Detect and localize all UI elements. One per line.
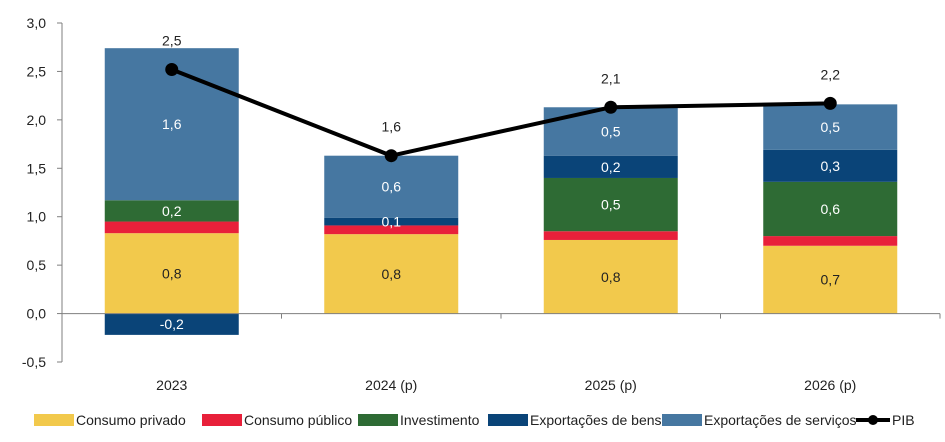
axes-layer: 3,0 2,5 2,0 1,5 1,0 0,5 0,0 -0,5 2023 2024 (p) 202… xyxy=(22,15,941,393)
bar-segment-1-4 xyxy=(763,245,898,314)
bar-segment-4-4 xyxy=(763,149,898,182)
bar-data-label: 1,6 xyxy=(162,116,182,132)
legend-swatch-2 xyxy=(202,414,242,426)
legend: Consumo privado Consumo público Investimen… xyxy=(34,412,915,428)
legend-marker-pib xyxy=(868,415,878,425)
bar-segment-4-2 xyxy=(324,217,459,226)
x-category-label: 2023 xyxy=(156,377,187,393)
y-tick-label: 0,5 xyxy=(27,257,47,273)
y-tick-label: 2,0 xyxy=(27,112,47,128)
bar-data-label: -0,2 xyxy=(160,316,184,332)
legend-label-3: Investimento xyxy=(400,412,480,428)
bar-segment-2-3 xyxy=(543,231,678,240)
bar-segment-3-3 xyxy=(543,177,678,232)
bar-data-label: 0,6 xyxy=(821,201,841,217)
bars-layer xyxy=(104,48,898,335)
legend-swatch-4 xyxy=(488,414,528,426)
bar-segment-1-2 xyxy=(324,234,459,314)
bar-data-label: 0,5 xyxy=(601,197,621,213)
y-tick-label: 3,0 xyxy=(27,15,47,31)
x-category-label: 2025 (p) xyxy=(585,377,637,393)
y-tick-label: 2,5 xyxy=(27,63,47,79)
pib-data-label: 2,5 xyxy=(162,32,182,48)
legend-label-1: Consumo privado xyxy=(76,412,186,428)
legend-label-5: Exportações de serviços xyxy=(704,412,857,428)
bar-segment-2-2 xyxy=(324,225,459,235)
bar-data-label: 0,7 xyxy=(821,272,841,288)
legend-label-4: Exportações de bens xyxy=(530,412,662,428)
bar-data-label: 0,5 xyxy=(821,119,841,135)
pib-point xyxy=(604,100,618,114)
labels-layer: 0,8 0,2 -0,2 1,6 0,8 0,1 0,6 0,8 0,5 0,2 0,5 0,7 0,6… xyxy=(160,32,841,332)
bar-data-label: 0,3 xyxy=(821,158,841,174)
pib-point xyxy=(823,96,837,110)
bar-segment-5-4 xyxy=(763,104,898,150)
bar-segment-2-4 xyxy=(763,236,898,246)
bar-segment-5-2 xyxy=(324,155,459,218)
bar-data-label: 0,6 xyxy=(382,179,402,195)
x-category-label: 2026 (p) xyxy=(804,377,856,393)
y-tick-label: 0,0 xyxy=(27,306,47,322)
bar-segment-3-4 xyxy=(763,181,898,237)
bar-data-label: 0,2 xyxy=(601,159,621,175)
pib-line-layer xyxy=(165,62,837,163)
y-tick-label: -0,5 xyxy=(22,354,46,370)
bar-segment-1-3 xyxy=(543,239,678,314)
pib-line xyxy=(171,67,831,158)
bar-segment-4-3 xyxy=(543,155,678,178)
legend-swatch-1 xyxy=(34,414,74,426)
bar-data-label: 0,1 xyxy=(382,214,402,230)
bar-data-label: 0,8 xyxy=(601,269,621,285)
bar-data-label: 0,5 xyxy=(601,123,621,139)
bar-segment-4-1 xyxy=(104,313,239,335)
bar-data-label: 0,8 xyxy=(162,265,182,281)
pib-data-label: 2,2 xyxy=(821,66,841,82)
bar-segment-2-1 xyxy=(104,221,239,234)
bar-segment-3-1 xyxy=(104,200,239,222)
pib-point xyxy=(384,149,398,163)
x-category-label: 2024 (p) xyxy=(365,377,417,393)
y-tick-label: 1,5 xyxy=(27,160,47,176)
bar-segment-1-1 xyxy=(104,233,239,314)
legend-label-pib: PIB xyxy=(892,412,915,428)
pib-data-label: 2,1 xyxy=(601,70,621,86)
legend-swatch-5 xyxy=(662,414,702,426)
pib-point xyxy=(165,62,179,76)
y-tick-label: 1,0 xyxy=(27,209,47,225)
legend-label-2: Consumo público xyxy=(244,412,352,428)
bar-data-label: 0,2 xyxy=(162,203,182,219)
bar-data-label: 0,8 xyxy=(382,266,402,282)
legend-swatch-3 xyxy=(358,414,398,426)
pib-data-label: 1,6 xyxy=(382,119,402,135)
